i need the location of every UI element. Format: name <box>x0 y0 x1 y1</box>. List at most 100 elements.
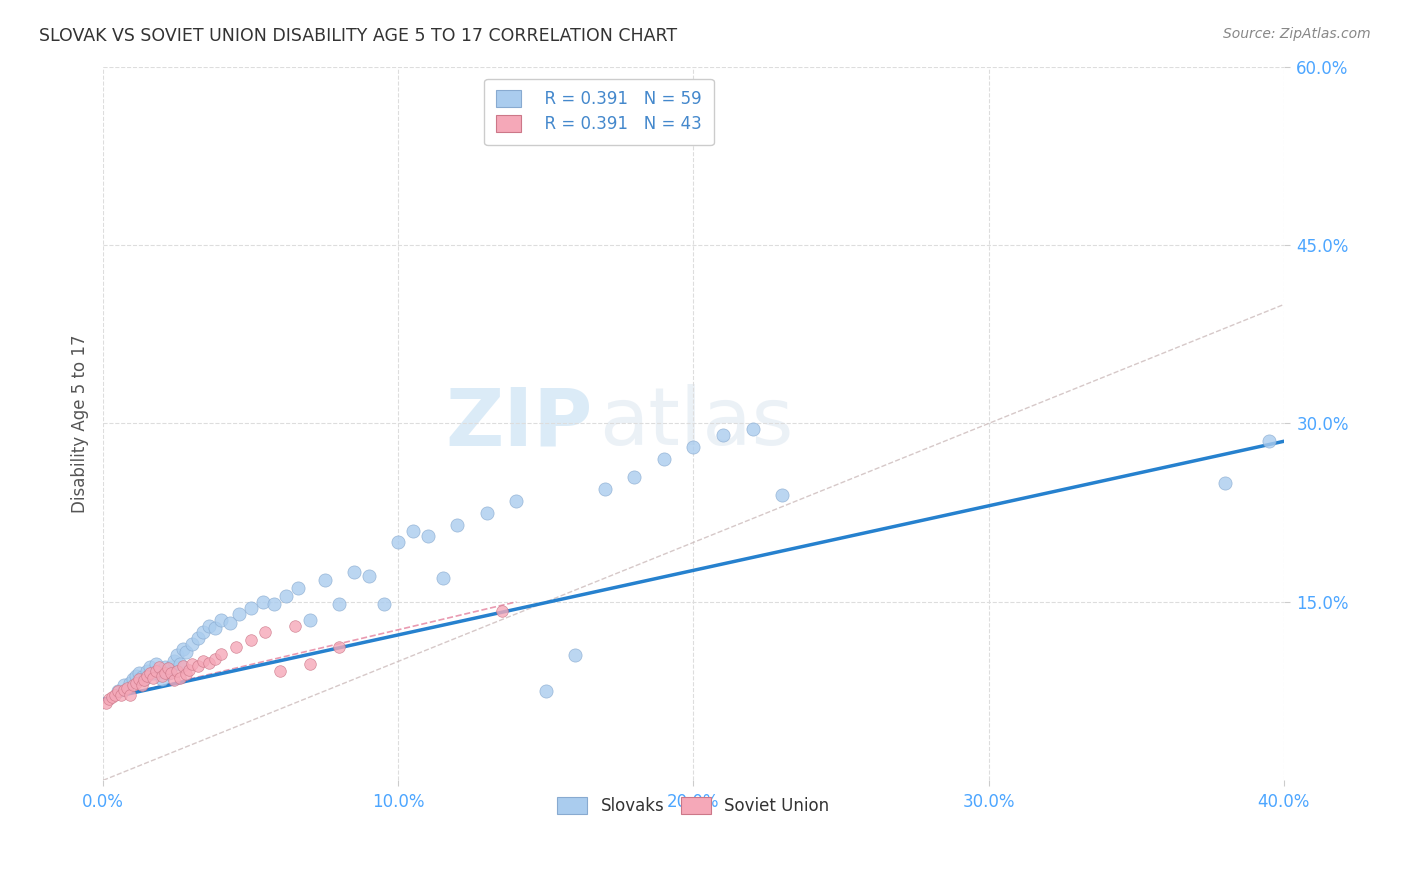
Text: ZIP: ZIP <box>446 384 593 462</box>
Point <box>94 696 117 710</box>
Point <box>128 672 150 686</box>
Point <box>148 660 170 674</box>
Point <box>166 664 188 678</box>
Text: SLOVAK VS SOVIET UNION DISABILITY AGE 5 TO 17 CORRELATION CHART: SLOVAK VS SOVIET UNION DISABILITY AGE 5 … <box>39 27 678 45</box>
Point <box>682 440 704 454</box>
Point <box>204 621 226 635</box>
Point <box>145 664 167 678</box>
Legend: Slovaks, Soviet Union: Slovaks, Soviet Union <box>547 788 839 825</box>
Point <box>491 604 513 618</box>
Point <box>157 666 180 681</box>
Point <box>174 645 197 659</box>
Point <box>505 493 527 508</box>
Point <box>160 660 183 674</box>
Point <box>623 470 645 484</box>
Point <box>387 535 409 549</box>
Point <box>187 659 209 673</box>
Point <box>254 624 277 639</box>
Point <box>124 668 146 682</box>
Point <box>416 529 439 543</box>
Point <box>770 488 793 502</box>
Point <box>239 632 262 647</box>
Point <box>98 692 121 706</box>
Point <box>145 657 167 671</box>
Point <box>357 568 380 582</box>
Point <box>228 607 250 621</box>
Point <box>328 640 350 654</box>
Point <box>101 690 124 704</box>
Point <box>139 666 162 681</box>
Point <box>160 666 183 681</box>
Point <box>153 660 176 674</box>
Point <box>153 666 176 681</box>
Point <box>252 595 274 609</box>
Point <box>142 671 165 685</box>
Point <box>180 657 202 671</box>
Point <box>287 581 309 595</box>
Point <box>118 688 141 702</box>
Point <box>136 664 159 678</box>
Point <box>107 684 129 698</box>
Point <box>166 648 188 663</box>
Point <box>193 624 215 639</box>
Point <box>276 589 298 603</box>
Point <box>187 631 209 645</box>
Point <box>314 574 336 588</box>
Point <box>169 671 191 685</box>
Point <box>174 667 197 681</box>
Text: Source: ZipAtlas.com: Source: ZipAtlas.com <box>1223 27 1371 41</box>
Point <box>172 642 194 657</box>
Point <box>343 565 366 579</box>
Point <box>328 597 350 611</box>
Point <box>446 517 468 532</box>
Point <box>225 640 247 654</box>
Text: atlas: atlas <box>599 384 793 462</box>
Point <box>198 656 221 670</box>
Point <box>163 654 186 668</box>
Point <box>128 666 150 681</box>
Point <box>298 613 321 627</box>
Point <box>204 652 226 666</box>
Point <box>150 668 173 682</box>
Point <box>209 647 232 661</box>
Point <box>163 673 186 688</box>
Point <box>711 428 734 442</box>
Point <box>1213 475 1236 490</box>
Point <box>112 682 135 697</box>
Point <box>131 670 153 684</box>
Point <box>157 661 180 675</box>
Point <box>239 600 262 615</box>
Point <box>124 675 146 690</box>
Point <box>741 422 763 436</box>
Point <box>134 673 156 688</box>
Point <box>107 684 129 698</box>
Point <box>432 571 454 585</box>
Point <box>177 663 200 677</box>
Y-axis label: Disability Age 5 to 17: Disability Age 5 to 17 <box>72 334 89 513</box>
Point <box>115 681 138 695</box>
Point <box>118 675 141 690</box>
Point <box>1258 434 1281 449</box>
Point <box>180 636 202 650</box>
Point <box>534 684 557 698</box>
Point <box>169 657 191 671</box>
Point <box>104 688 127 702</box>
Point <box>209 613 232 627</box>
Point <box>284 618 307 632</box>
Point <box>134 672 156 686</box>
Point <box>112 678 135 692</box>
Point <box>269 664 291 678</box>
Point <box>298 657 321 671</box>
Point <box>139 660 162 674</box>
Point <box>136 668 159 682</box>
Point <box>150 672 173 686</box>
Point <box>110 688 132 702</box>
Point <box>121 678 143 692</box>
Point <box>263 597 285 611</box>
Point <box>142 666 165 681</box>
Point <box>593 482 616 496</box>
Point <box>564 648 586 663</box>
Point <box>148 664 170 678</box>
Point <box>219 616 242 631</box>
Point <box>652 452 675 467</box>
